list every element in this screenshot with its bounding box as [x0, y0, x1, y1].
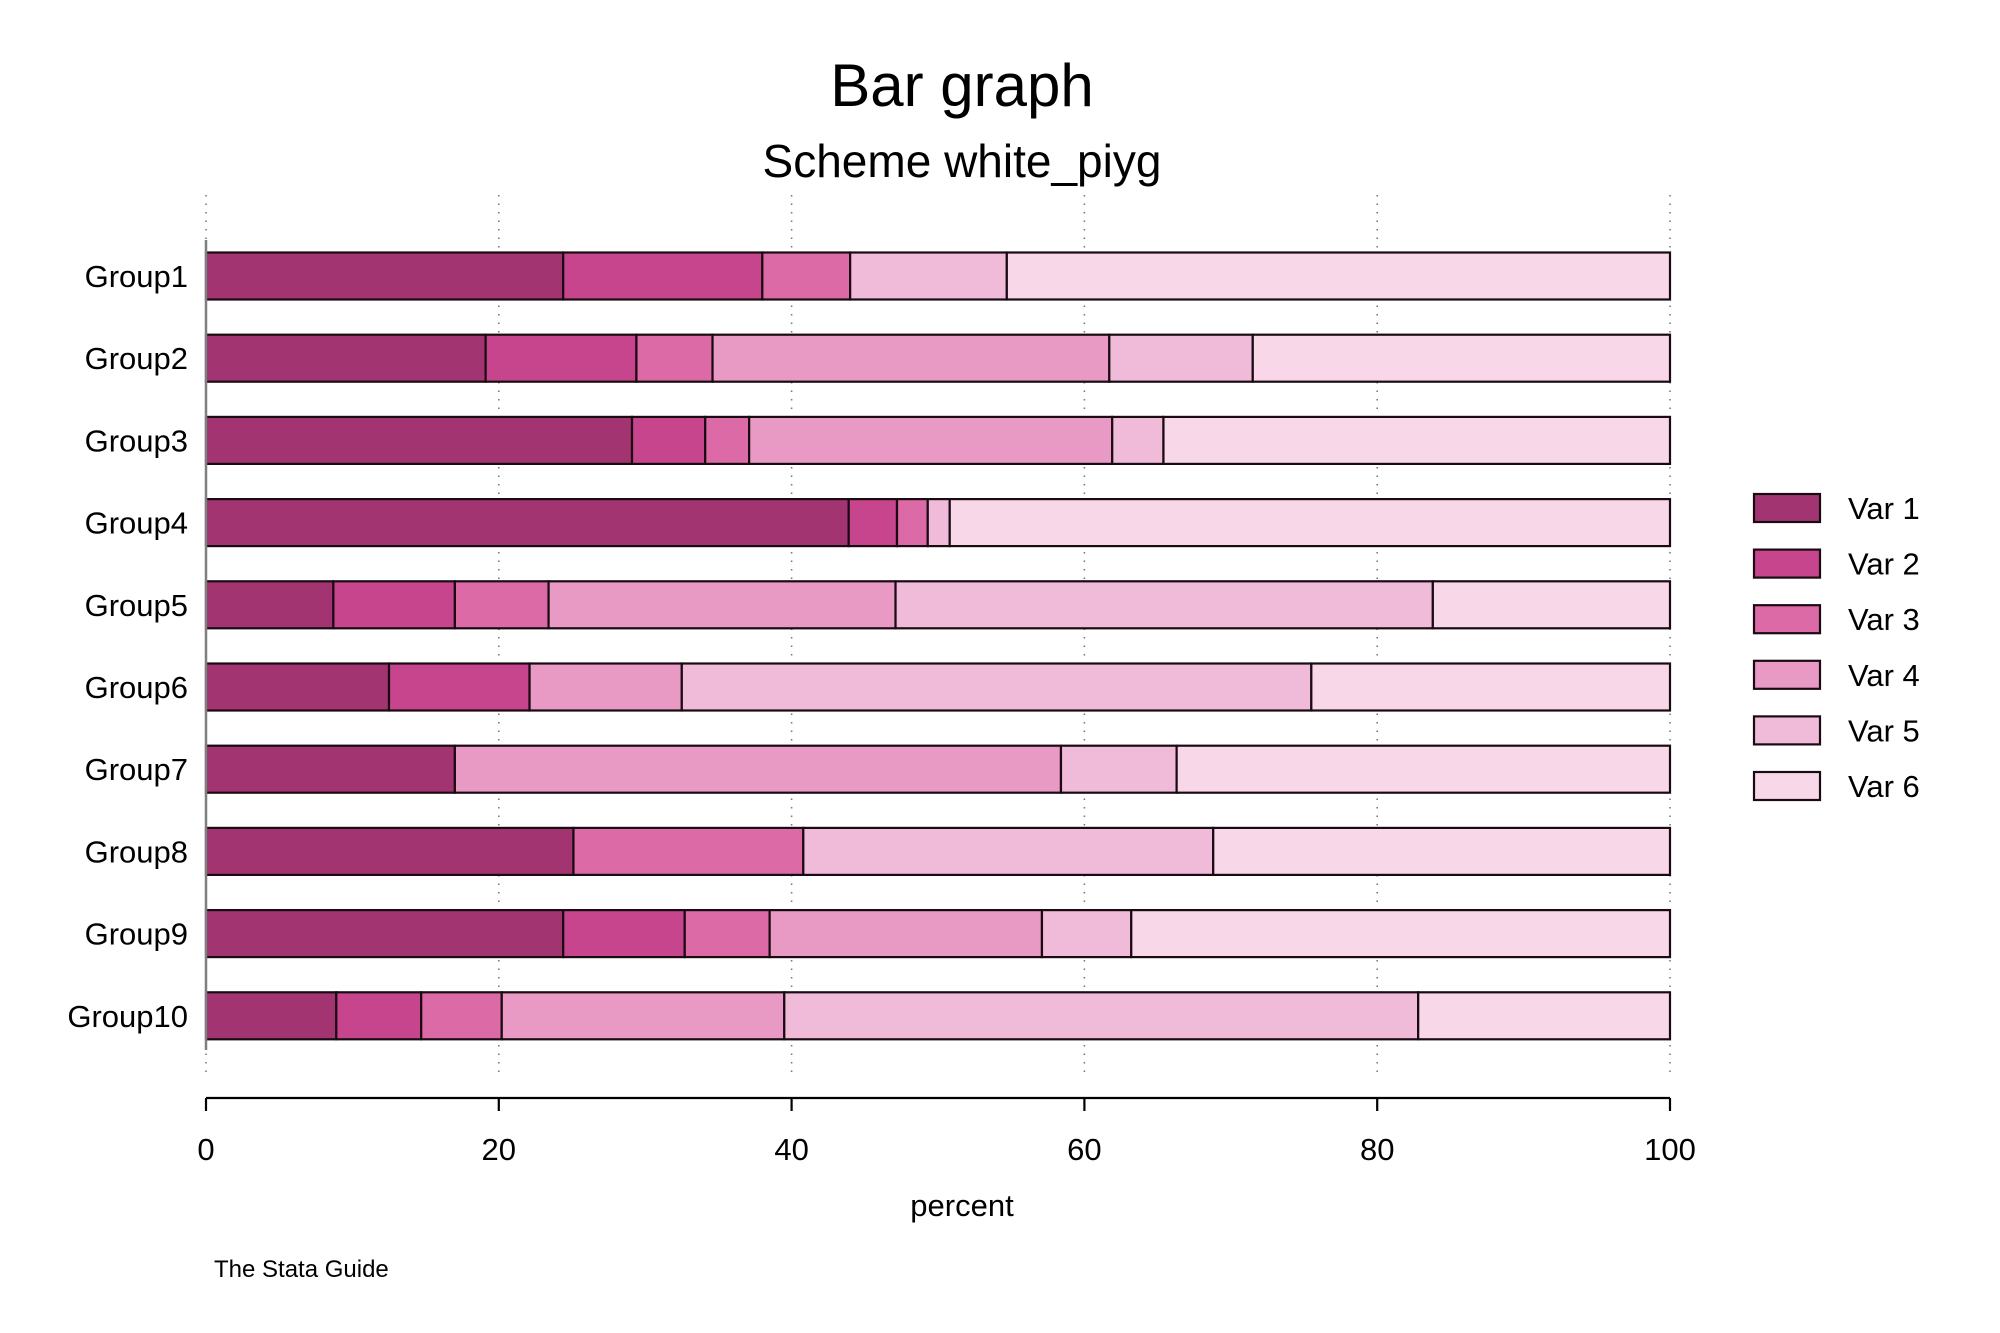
bar-segment-2-2: [484, 333, 638, 383]
bar-segment-2-1: [204, 333, 487, 383]
bar-segment-8-3: [572, 826, 805, 877]
bar-segment-3-6: [1162, 415, 1672, 465]
category-labels: Group1 Group2 Group3 Group4 Group5 Group6 Grou…: [67, 259, 188, 1034]
legend-swatch-6: [1752, 770, 1822, 802]
category-label-8: Group8: [85, 834, 188, 869]
legend-swatch-5: [1752, 715, 1822, 746]
bar-segment-3-3: [704, 415, 751, 465]
legend-swatch-2: [1752, 548, 1822, 579]
bar-segment-6-5: [680, 662, 1313, 712]
legend: Var 1 Var 2 Var 3 Var 4 Var 5 Var 6: [1752, 491, 1920, 804]
category-label-6: Group6: [85, 670, 188, 705]
bar-segment-9-5: [1040, 908, 1133, 959]
category-label-5: Group5: [85, 588, 188, 623]
category-label-3: Group3: [85, 423, 188, 458]
x-tick-label-3: 60: [1067, 1132, 1101, 1167]
bar-segment-7-6: [1175, 744, 1672, 794]
bar-segment-4-6: [948, 498, 1672, 548]
bar-segment-5-4: [547, 580, 897, 630]
legend-label-1: Var 1: [1848, 491, 1920, 526]
x-axis: 0 20 40 60 80 100: [197, 1096, 1696, 1167]
bar-segment-2-3: [635, 333, 714, 383]
chart-title: Bar graph: [830, 52, 1094, 119]
x-axis-title: percent: [910, 1188, 1014, 1223]
category-label-10: Group10: [67, 999, 188, 1034]
x-tick-label-4: 80: [1360, 1132, 1394, 1167]
bar-segment-8-6: [1212, 826, 1672, 877]
bar-segment-5-2: [332, 580, 456, 630]
x-tick-label-5: 100: [1644, 1132, 1696, 1167]
bar-segment-1-2: [562, 251, 764, 301]
bar-segment-1-5: [849, 251, 1008, 301]
bar-segment-4-5: [926, 498, 951, 548]
bar-segment-3-1: [204, 415, 634, 465]
chart-subtitle: Scheme white_piyg: [763, 135, 1162, 187]
bar-segment-3-5: [1111, 415, 1165, 465]
bar-segment-5-3: [453, 580, 550, 630]
bar-segment-9-3: [683, 908, 771, 959]
category-label-9: Group9: [85, 917, 188, 952]
bar-segment-4-2: [847, 498, 899, 548]
bar-segment-10-2: [335, 991, 423, 1041]
x-tick-label-0: 0: [197, 1132, 214, 1167]
legend-swatch-3: [1752, 604, 1822, 635]
bar-segment-7-4: [453, 744, 1063, 794]
bar-segment-10-4: [500, 991, 786, 1041]
x-tick-label-1: 20: [482, 1132, 516, 1167]
bar-segment-9-6: [1130, 908, 1672, 959]
bar-segment-6-6: [1310, 662, 1672, 712]
category-label-4: Group4: [85, 506, 188, 541]
legend-label-2: Var 2: [1848, 547, 1920, 582]
bar-segment-6-2: [387, 662, 531, 712]
bar-segment-1-6: [1005, 251, 1672, 301]
bar-segment-1-3: [761, 251, 852, 301]
bar-segment-4-3: [895, 498, 929, 548]
legend-swatch-4: [1752, 659, 1822, 690]
category-label-2: Group2: [85, 341, 188, 376]
bar-segment-2-5: [1108, 333, 1254, 383]
bar-segment-8-5: [802, 826, 1215, 877]
bar-segment-1-1: [204, 251, 565, 301]
bar-segment-2-4: [711, 333, 1111, 383]
legend-label-3: Var 3: [1848, 602, 1920, 637]
bar-segment-3-2: [630, 415, 707, 465]
bar-segment-10-6: [1417, 991, 1672, 1041]
bar-segment-2-6: [1251, 333, 1672, 383]
bar-segment-9-4: [768, 908, 1044, 959]
legend-label-6: Var 6: [1848, 769, 1920, 804]
bar-segment-5-1: [204, 580, 335, 630]
chart-note: The Stata Guide: [214, 1256, 389, 1283]
bar-segment-7-5: [1059, 744, 1178, 794]
category-label-1: Group1: [85, 259, 188, 294]
legend-swatch-1: [1752, 492, 1822, 524]
bar-segment-6-1: [204, 662, 391, 712]
legend-label-4: Var 4: [1848, 658, 1920, 693]
bar-segment-6-4: [528, 662, 683, 712]
category-label-7: Group7: [85, 752, 188, 787]
bar-segment-10-1: [204, 991, 338, 1041]
bar-segment-9-1: [204, 908, 565, 959]
bar-segment-5-5: [894, 580, 1434, 630]
bars-group: [204, 240, 1672, 1050]
bar-segment-10-5: [783, 991, 1420, 1041]
legend-label-5: Var 5: [1848, 713, 1920, 748]
bar-segment-3-4: [748, 415, 1114, 465]
bar-segment-10-3: [420, 991, 503, 1041]
bar-segment-5-6: [1431, 580, 1672, 630]
bar-segment-8-1: [204, 826, 575, 877]
bar-segment-9-2: [562, 908, 686, 959]
x-tick-label-2: 40: [774, 1132, 808, 1167]
bar-segment-4-1: [204, 498, 850, 548]
bar-segment-7-1: [204, 744, 456, 794]
